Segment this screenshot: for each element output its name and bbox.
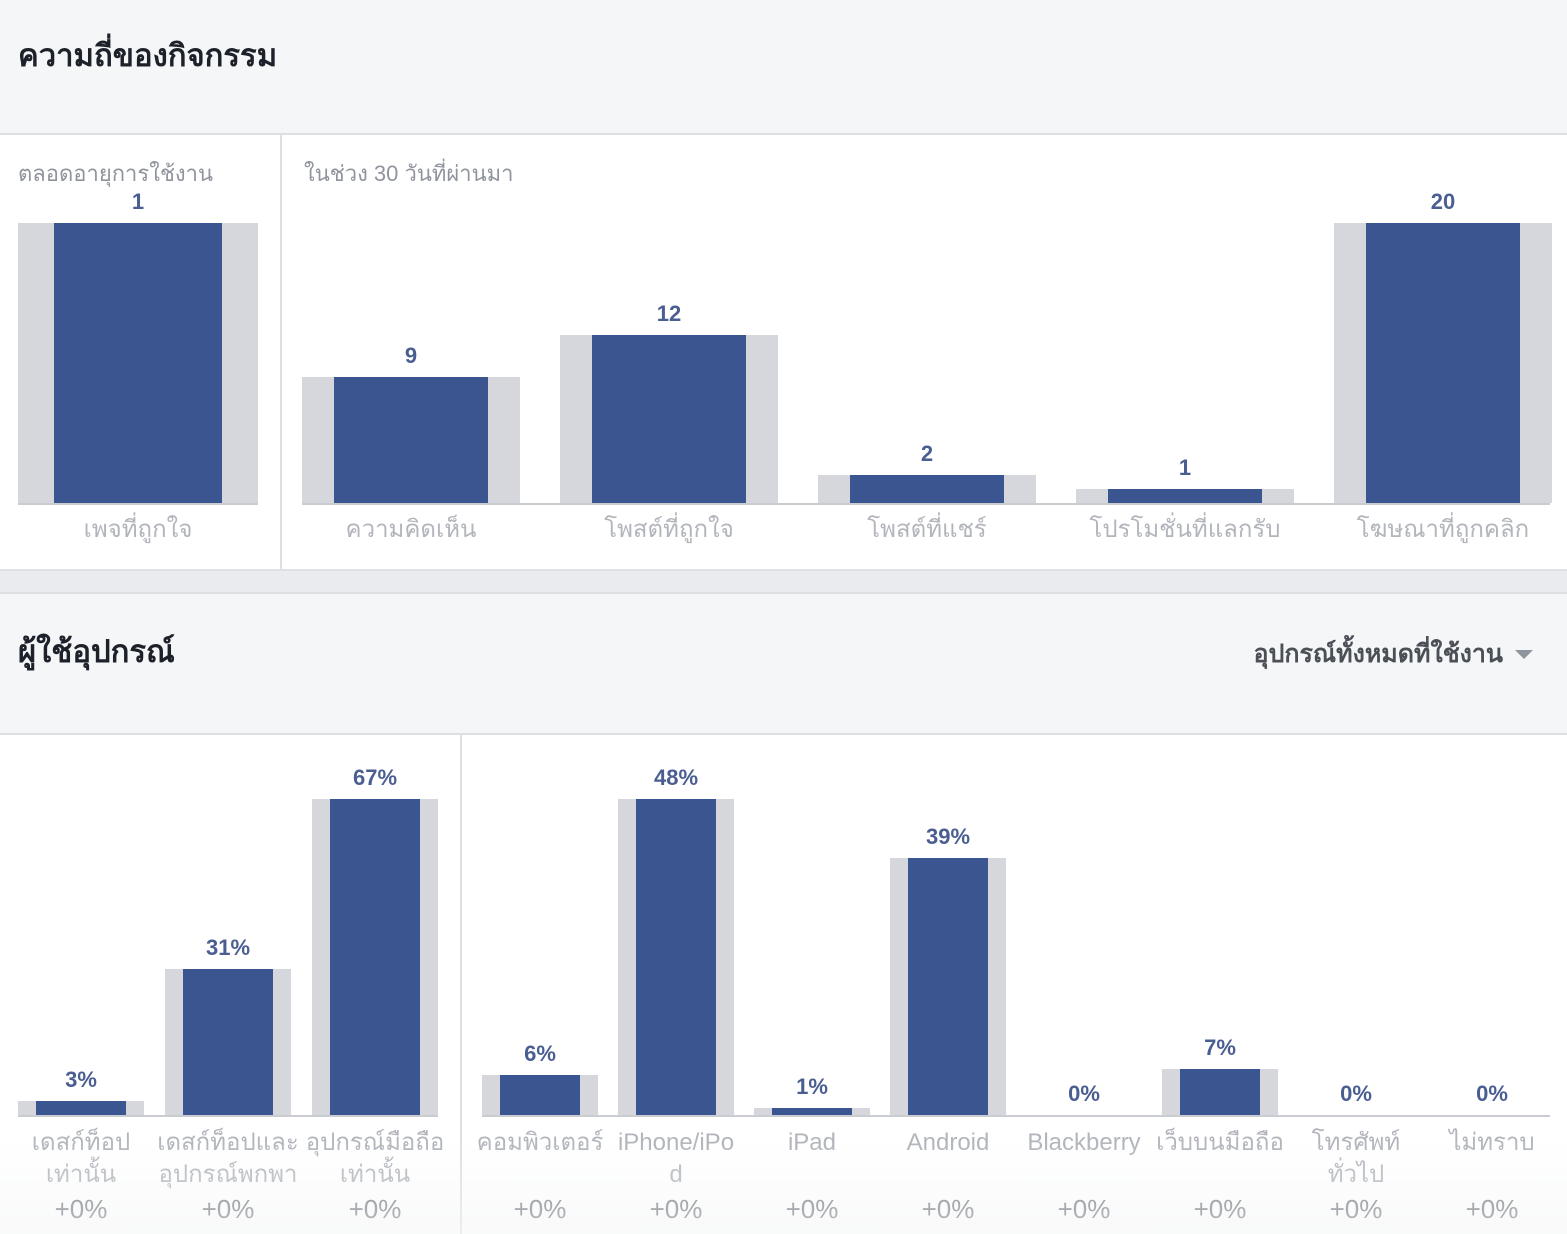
chart-0-value-label-0: 1 bbox=[132, 189, 144, 214]
chart-1-bar-2 bbox=[850, 475, 1004, 503]
chart-1-bar-4 bbox=[1366, 223, 1520, 503]
chart-1-value-label-0: 9 bbox=[405, 343, 417, 368]
chart-2-bar-0 bbox=[36, 1101, 126, 1115]
chart-3-category-label-6-1: ทั่วไป bbox=[1328, 1157, 1385, 1188]
chart-1-bar-3 bbox=[1108, 489, 1262, 503]
activity-divider bbox=[280, 135, 282, 569]
chart-3-category-label-3-0: Android bbox=[907, 1129, 990, 1156]
chart-3-change-label-7: +0% bbox=[1466, 1194, 1519, 1224]
chart-3-value-label-1: 48% bbox=[654, 765, 698, 790]
chart-1-category-label-3-0: โปรโมชั่นที่แลกรับ bbox=[1089, 512, 1280, 543]
device-title: ผู้ใช้อุปกรณ์ bbox=[18, 634, 175, 669]
chart-3-value-label-6: 0% bbox=[1340, 1081, 1372, 1106]
lifetime-label: ตลอดอายุการใช้งาน bbox=[18, 161, 214, 186]
chart-1-bar-0 bbox=[334, 377, 488, 503]
chart-3-bar-2 bbox=[772, 1108, 852, 1115]
chart-3-category-label-6-0: โทรศัพท์ bbox=[1312, 1128, 1400, 1156]
chart-2-category-label-0-1: เท่านั้น bbox=[46, 1156, 116, 1188]
chart-2-bar-1 bbox=[183, 969, 273, 1115]
section-gap bbox=[0, 569, 1567, 592]
chart-3-category-label-5-0: เว็บบนมือถือ bbox=[1156, 1127, 1284, 1156]
chart-3-value-label-7: 0% bbox=[1476, 1081, 1508, 1106]
chart-3-change-label-4: +0% bbox=[1058, 1194, 1111, 1224]
chart-2-category-label-2-0: อุปกรณ์มือถือ bbox=[306, 1128, 445, 1157]
chart-3-bar-5 bbox=[1180, 1069, 1260, 1115]
chart-1-category-label-2-0: โพสต์ที่แชร์ bbox=[867, 512, 987, 543]
chart-1-category-label-0-0: ความคิดเห็น bbox=[346, 514, 477, 543]
chart-3-category-label-0-0: คอมพิวเตอร์ bbox=[477, 1128, 604, 1156]
chart-3-change-label-3: +0% bbox=[922, 1194, 975, 1224]
device-filter-dropdown[interactable]: อุปกรณ์ทั้งหมดที่ใช้งาน bbox=[1253, 634, 1533, 674]
chart-3-bar-3 bbox=[908, 858, 988, 1115]
chart-0-bar-0 bbox=[54, 223, 222, 503]
chart-2-category-label-0-0: เดสก์ท็อป bbox=[32, 1127, 130, 1156]
chart-3-category-label-1-1: d bbox=[669, 1161, 682, 1188]
chart-1-value-label-2: 2 bbox=[921, 441, 933, 466]
chart-3-change-label-6: +0% bbox=[1330, 1194, 1383, 1224]
device-header: ผู้ใช้อุปกรณ์ bbox=[0, 592, 1567, 735]
chart-3-change-label-5: +0% bbox=[1194, 1194, 1247, 1224]
chart-3-value-label-3: 39% bbox=[926, 824, 970, 849]
chart-1-value-label-3: 1 bbox=[1179, 455, 1191, 480]
chart-0-category-label-0-0: เพจที่ถูกใจ bbox=[84, 512, 193, 544]
chart-2-value-label-1: 31% bbox=[206, 935, 250, 960]
chart-3-bar-1 bbox=[636, 799, 716, 1115]
chart-3-category-label-2-0: iPad bbox=[788, 1129, 836, 1156]
device-filter-label: อุปกรณ์ทั้งหมดที่ใช้งาน bbox=[1253, 640, 1503, 668]
chart-2-value-label-2: 67% bbox=[353, 765, 397, 790]
chart-3-value-label-0: 6% bbox=[524, 1041, 556, 1066]
chart-3-category-label-4-0: Blackberry bbox=[1027, 1129, 1140, 1156]
activity-title: ความถี่ของกิจกรรม bbox=[18, 38, 278, 73]
chart-3-value-label-5: 7% bbox=[1204, 1035, 1236, 1060]
chart-3-category-label-1-0: iPhone/iPo bbox=[618, 1129, 734, 1156]
chart-3-change-label-1: +0% bbox=[650, 1194, 703, 1224]
chart-2-value-label-0: 3% bbox=[65, 1067, 97, 1092]
chart-2-change-label-0: +0% bbox=[55, 1194, 108, 1224]
chart-3-category-label-7-0: ไม่ทราบ bbox=[1447, 1128, 1534, 1156]
chart-2-bar-2 bbox=[330, 799, 420, 1115]
chart-3-bar-0 bbox=[500, 1075, 580, 1115]
chart-3-change-label-2: +0% bbox=[786, 1194, 839, 1224]
device-divider bbox=[460, 735, 462, 1234]
chart-1-value-label-1: 12 bbox=[657, 301, 681, 326]
chart-1-category-label-1-0: โพสต์ที่ถูกใจ bbox=[604, 512, 734, 544]
chart-1-category-label-4-0: โฆษณาที่ถูกคลิก bbox=[1357, 512, 1529, 544]
last30-label: ในช่วง 30 วันที่ผ่านมา bbox=[304, 161, 514, 186]
activity-header: ความถี่ของกิจกรรม bbox=[0, 0, 1567, 135]
chart-1-value-label-4: 20 bbox=[1431, 189, 1455, 214]
chart-2-category-label-1-0: เดสก์ท็อปและ bbox=[157, 1127, 299, 1156]
chart-3-value-label-2: 1% bbox=[796, 1074, 828, 1099]
chart-2-change-label-1: +0% bbox=[202, 1194, 255, 1224]
chart-2-change-label-2: +0% bbox=[349, 1194, 402, 1224]
chart-2-category-label-1-1: อุปกรณ์พกพา bbox=[159, 1160, 298, 1189]
chart-2-category-label-2-1: เท่านั้น bbox=[340, 1156, 410, 1188]
chart-1-bar-1 bbox=[592, 335, 746, 503]
chart-3-change-label-0: +0% bbox=[514, 1194, 567, 1224]
chart-3-value-label-4: 0% bbox=[1068, 1081, 1100, 1106]
chevron-down-icon bbox=[1515, 649, 1533, 659]
